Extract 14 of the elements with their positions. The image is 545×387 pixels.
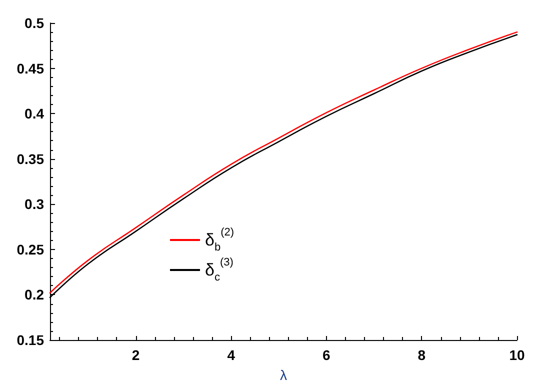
y-tick-label: 0.5 xyxy=(24,15,44,31)
y-tick-label: 0.15 xyxy=(16,332,44,348)
x-tick-label: 10 xyxy=(509,347,525,363)
x-axis-title: λ xyxy=(280,367,287,383)
x-tick-label: 2 xyxy=(132,347,140,363)
x-tick-label: 6 xyxy=(322,347,330,363)
y-tick-label: 0.45 xyxy=(16,60,44,76)
x-tick-label: 4 xyxy=(227,347,236,363)
y-tick-label: 0.35 xyxy=(16,150,44,167)
y-tick-label: 0.2 xyxy=(24,286,44,303)
x-tick-label: 8 xyxy=(418,347,426,363)
y-tick-label: 0.3 xyxy=(24,196,44,212)
y-tick-label: 0.4 xyxy=(24,106,44,122)
y-tick-label: 0.25 xyxy=(16,241,44,258)
